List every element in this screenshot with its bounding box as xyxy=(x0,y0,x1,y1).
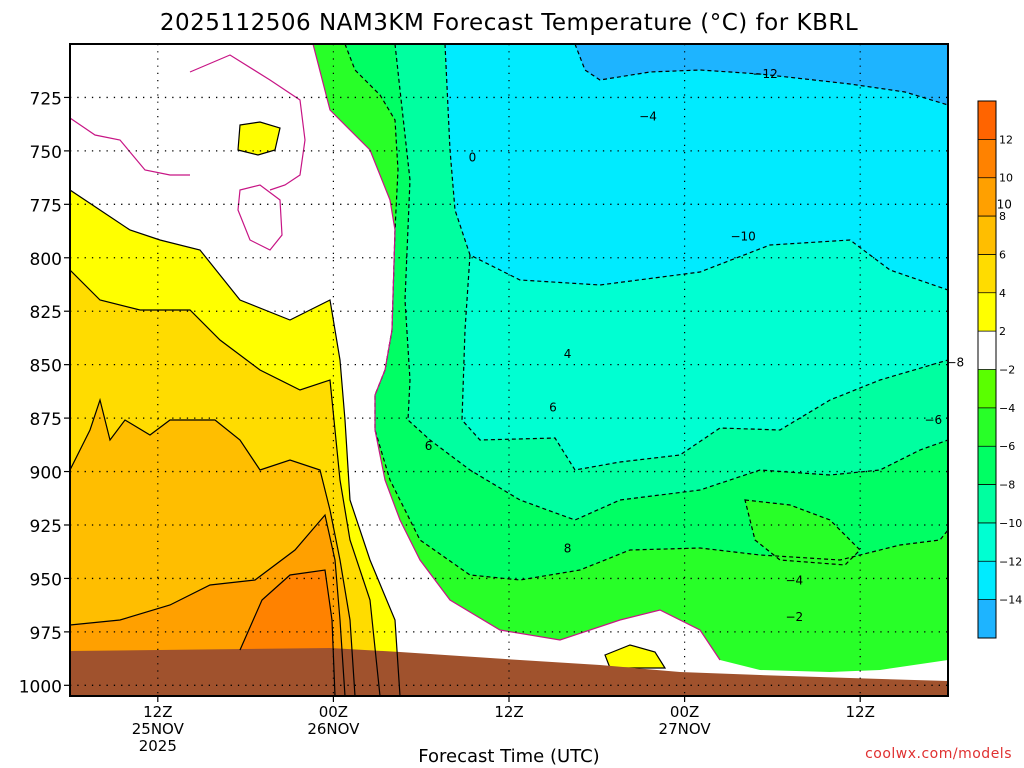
y-axis: 725 750 775 800 825 850 875 900 925 950 975 1000 xyxy=(19,89,70,697)
colorbar-swatch xyxy=(978,522,996,562)
contour-label: 6 xyxy=(549,400,557,414)
chart-title: 2025112506 NAM3KM Forecast Temperature (… xyxy=(160,10,858,36)
contour-label: −6 xyxy=(925,413,943,427)
colorbar-swatch xyxy=(978,101,996,140)
colorbar-swatch xyxy=(978,446,996,486)
contour-label: −4 xyxy=(639,110,657,124)
contour-plus4 xyxy=(70,269,381,696)
contour-minus10 xyxy=(395,44,948,471)
grid xyxy=(70,44,948,696)
contour-label: −2 xyxy=(785,610,803,624)
colorbar-tick-label: 6 xyxy=(999,248,1006,261)
credit-text: coolwx.com/models xyxy=(865,746,1012,762)
contour-plus6 xyxy=(70,397,356,696)
contour-label: 4 xyxy=(564,347,572,361)
pocket-warm-4 xyxy=(237,121,281,156)
contour-label: 0 xyxy=(469,150,477,164)
colorbar-swatch xyxy=(978,216,996,255)
x-tick-label: 26NOV xyxy=(307,720,360,738)
pocket-cold-lobe xyxy=(744,499,861,566)
colorbar-swatch xyxy=(978,331,996,370)
ground xyxy=(70,648,948,696)
y-tick-label: 925 xyxy=(30,517,62,537)
y-tick-label: 725 xyxy=(30,89,62,109)
contour-plus10 xyxy=(239,569,336,696)
colorbar-tick-label: 2 xyxy=(999,325,1006,338)
temperature-field xyxy=(70,44,948,696)
colorbar-tick-label: −12 xyxy=(999,555,1022,568)
contour-lines xyxy=(70,44,948,696)
contour-plus2 xyxy=(70,189,401,696)
y-tick-label: 975 xyxy=(30,624,62,644)
x-tick-label: 00Z xyxy=(670,703,699,721)
contour-minus2 xyxy=(312,44,721,661)
contour-label: 6 xyxy=(425,439,433,453)
y-tick-label: 900 xyxy=(30,464,62,484)
contour-label: −12 xyxy=(752,67,777,81)
colorbar-swatch xyxy=(978,369,996,409)
band-minus12-minus10 xyxy=(445,44,948,290)
colorbar-swatch xyxy=(978,254,996,294)
colorbar-swatch xyxy=(978,599,996,639)
colorbar-swatch xyxy=(978,407,996,447)
y-tick-label: 825 xyxy=(30,303,62,323)
x-tick-label: 12Z xyxy=(143,703,172,721)
y-tick-label: 800 xyxy=(30,250,62,270)
colorbar-swatch xyxy=(978,561,996,601)
x-tick-label: 00Z xyxy=(319,703,348,721)
contour-label: −10 xyxy=(730,229,755,243)
x-tick-label: 27NOV xyxy=(659,720,712,738)
y-tick-label: 875 xyxy=(30,410,62,430)
colorbar-tick-label: 4 xyxy=(999,287,1006,300)
y-tick-label: 950 xyxy=(30,570,62,590)
colorbar-tick-label: −6 xyxy=(999,440,1015,453)
x-tick-label: 2025 xyxy=(139,737,177,755)
colorbar-swatch xyxy=(978,484,996,524)
colorbar-swatch xyxy=(978,177,996,217)
contour-minus6 xyxy=(344,44,948,581)
contour-label: 8 xyxy=(564,541,572,555)
x-tick-label: 12Z xyxy=(846,703,875,721)
colorbar-tick-label: −10 xyxy=(999,517,1022,530)
y-tick-label: 1000 xyxy=(19,677,62,697)
colorbar-swatch xyxy=(978,292,996,332)
x-tick-label: 25NOV xyxy=(132,720,185,738)
contour-label: −4 xyxy=(785,574,803,588)
band-minus14-minus12 xyxy=(575,44,948,105)
x-axis-label: Forecast Time (UTC) xyxy=(418,746,599,767)
colorbar-tick-label: −2 xyxy=(999,364,1015,377)
x-tick-label: 12Z xyxy=(494,703,523,721)
contour-zero xyxy=(70,54,306,251)
colorbar-tick-label: −8 xyxy=(999,479,1015,492)
contour-plus8 xyxy=(70,513,346,696)
y-tick-label: 750 xyxy=(30,143,62,163)
colorbar: 12 10 8 6 4 2 −2 −4 −6 −8 −10 −12 −14 xyxy=(977,100,1022,639)
colorbar-tick-label: −14 xyxy=(999,594,1022,607)
y-tick-label: 775 xyxy=(30,196,62,216)
colorbar-tick-label: 8 xyxy=(999,210,1006,223)
y-tick-label: 850 xyxy=(30,357,62,377)
colorbar-tick-label: 12 xyxy=(999,133,1013,146)
contour-label: −8 xyxy=(946,356,964,370)
colorbar-tick-label: 10 xyxy=(999,172,1013,185)
colorbar-tick-label: −4 xyxy=(999,402,1015,415)
colorbar-swatch xyxy=(978,139,996,179)
